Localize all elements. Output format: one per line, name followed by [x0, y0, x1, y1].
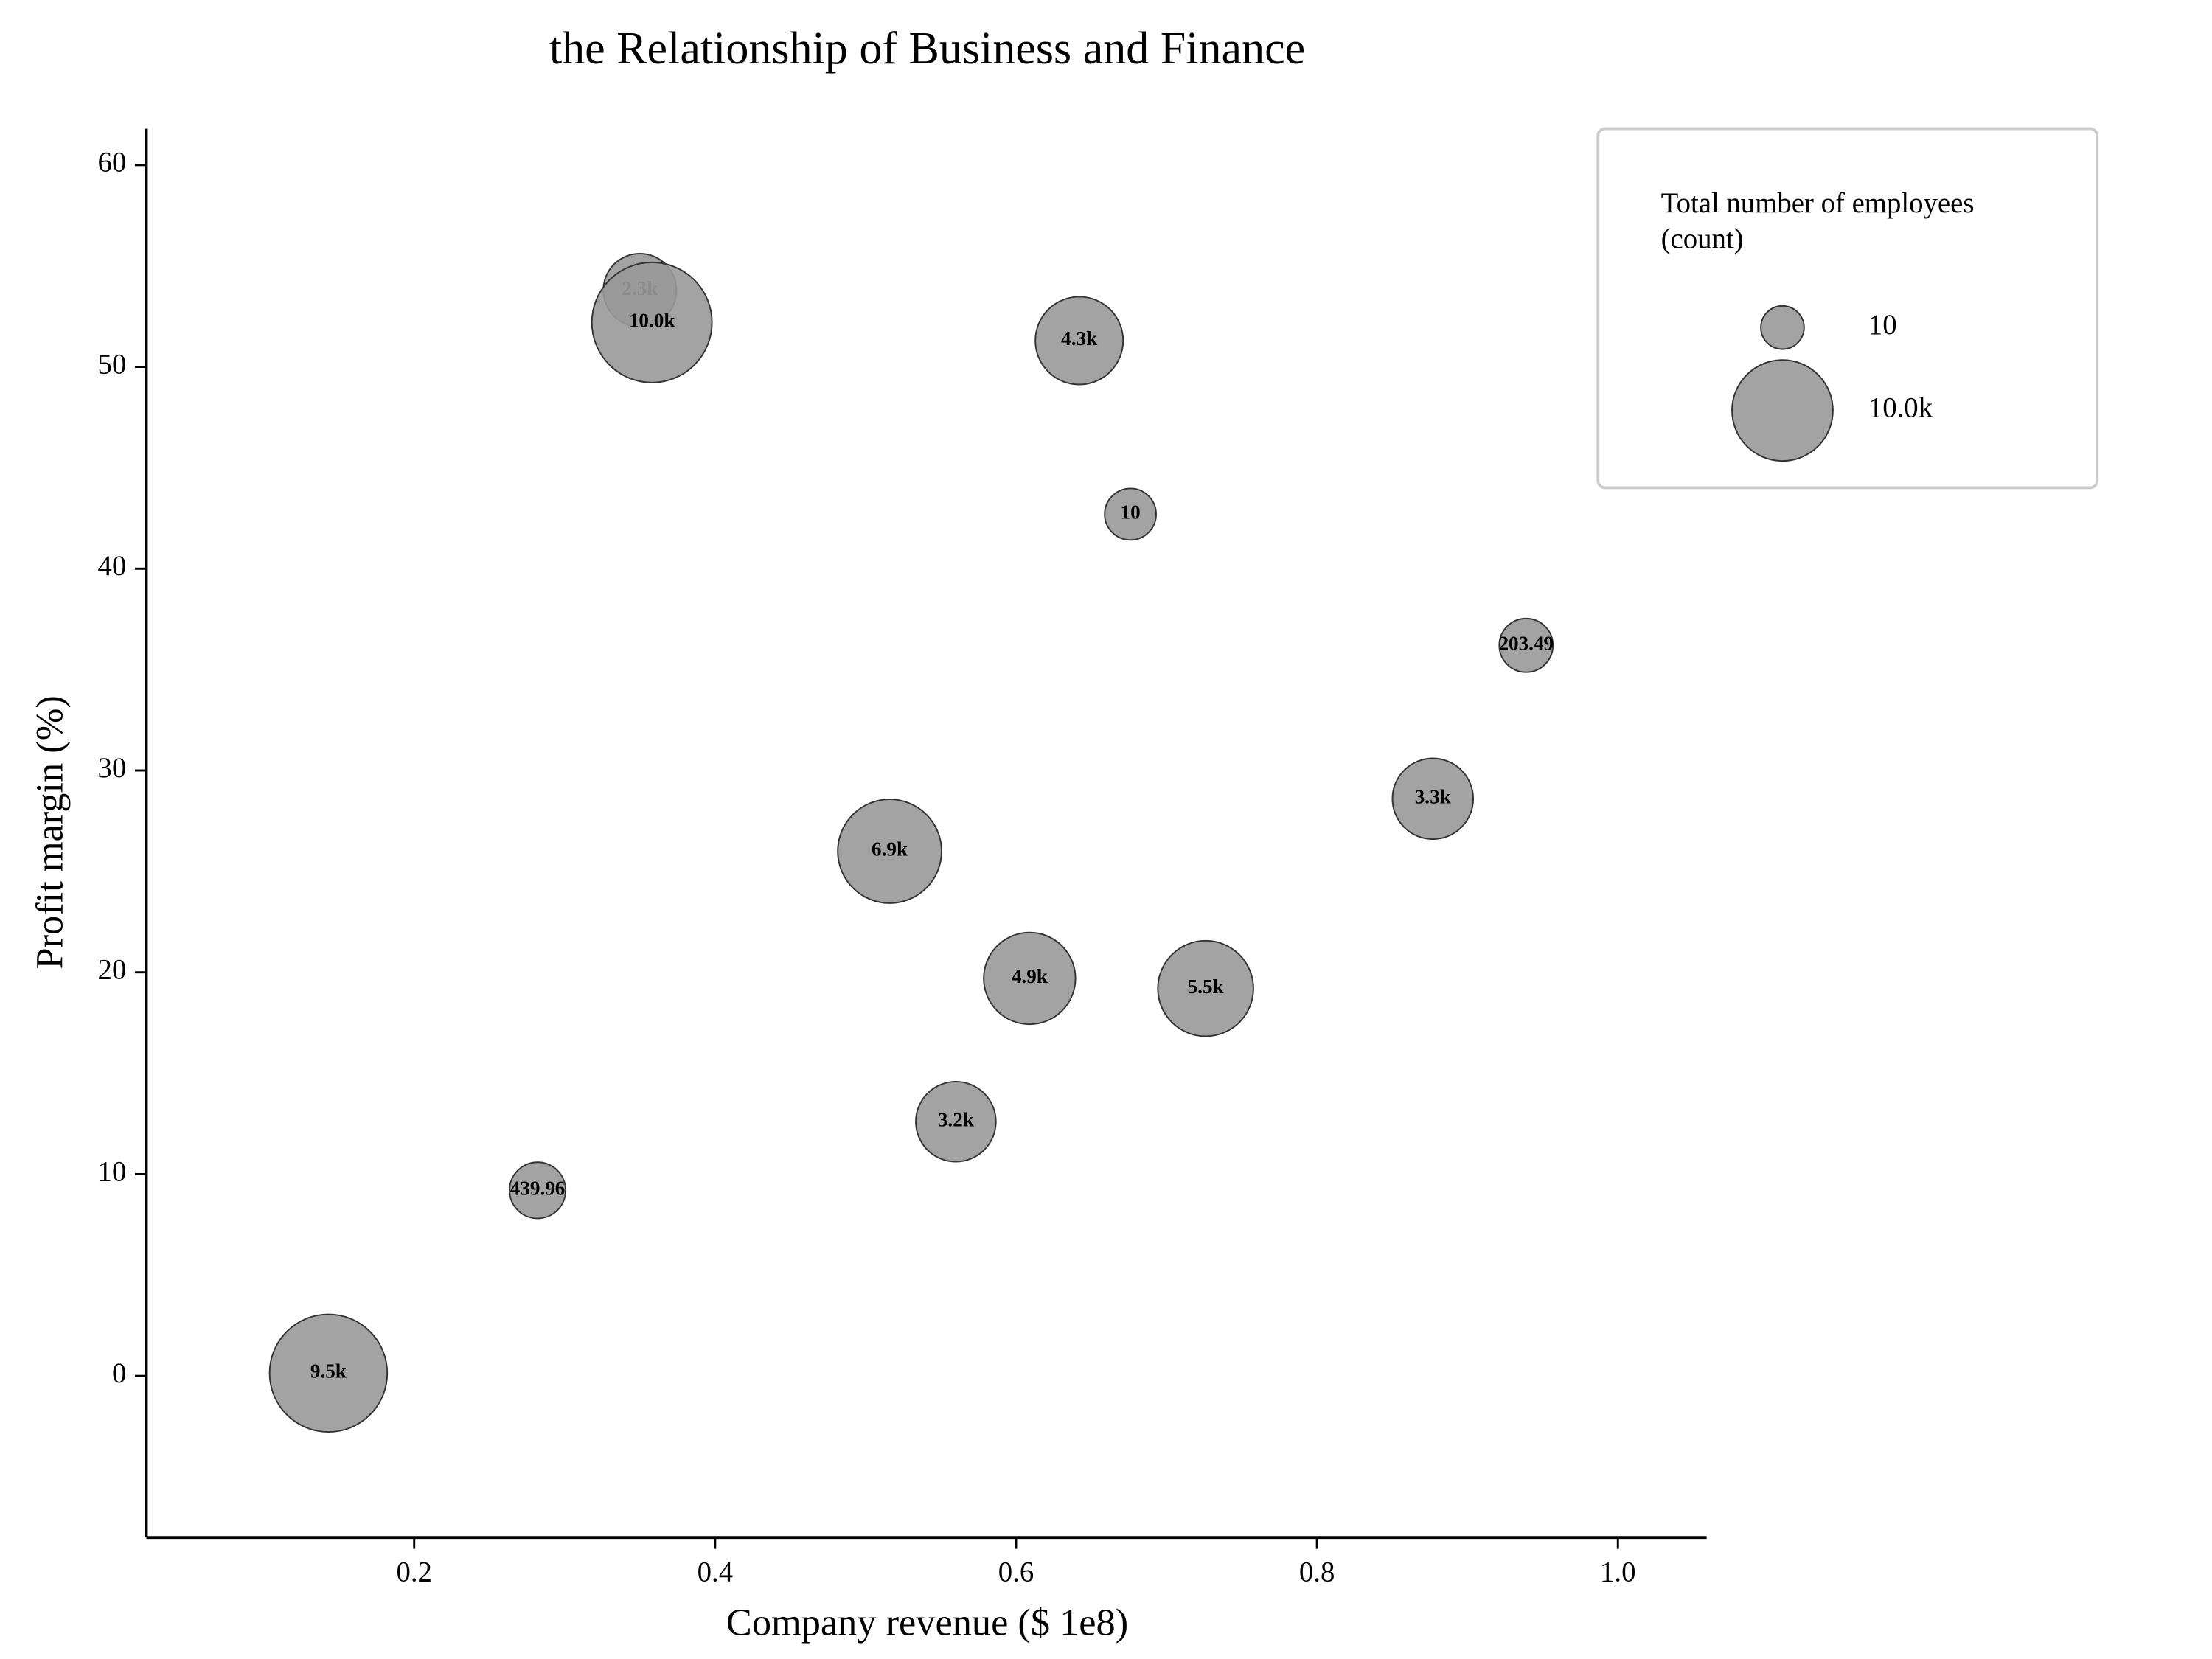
data-label: 3.2k [938, 1109, 975, 1131]
legend-marker [1760, 305, 1805, 350]
legend-title: Total number of employees [1661, 187, 1975, 219]
legend-title: (count) [1661, 223, 1744, 255]
data-label: 9.5k [310, 1360, 347, 1382]
bubble [1498, 617, 1554, 673]
data-label: 10 [1121, 501, 1141, 524]
bubble [915, 1080, 997, 1163]
y-tick-label: 20 [98, 954, 127, 986]
x-tick-label: 0.4 [698, 1556, 733, 1587]
chart-title: the Relationship of Business and Finance [549, 24, 1305, 74]
x-tick-label: 0.8 [1299, 1556, 1335, 1587]
legend-label: 10.0k [1868, 392, 1933, 424]
x-tick-label: 0.6 [998, 1556, 1034, 1587]
y-tick-label: 0 [112, 1357, 126, 1389]
data-label: 3.3k [1415, 786, 1452, 808]
data-label: 439.96 [510, 1178, 566, 1200]
y-tick-label: 10 [98, 1155, 127, 1187]
y-tick-label: 40 [98, 550, 127, 582]
legend-marker [1731, 359, 1834, 462]
data-label: 5.5k [1188, 975, 1225, 998]
bubble [508, 1161, 567, 1220]
legend-label: 10 [1868, 309, 1897, 341]
bubble [837, 799, 942, 904]
x-tick-label: 1.0 [1600, 1556, 1635, 1587]
data-label: 203.49 [1498, 633, 1554, 655]
bubble [1391, 757, 1475, 841]
y-tick-label: 30 [98, 752, 127, 784]
x-tick-label: 0.2 [396, 1556, 431, 1587]
bubble [268, 1313, 389, 1433]
bubble [1104, 487, 1157, 541]
data-label: 10.0k [629, 310, 675, 332]
y-axis-title: Profit margin (%) [28, 695, 71, 969]
legend-box [1596, 127, 2099, 490]
y-tick-label: 60 [98, 147, 127, 178]
data-label: 4.9k [1012, 965, 1048, 987]
bubble [591, 261, 713, 383]
y-tick-label: 50 [98, 348, 127, 380]
data-label: 4.3k [1061, 327, 1098, 349]
bubble [983, 931, 1077, 1026]
x-axis-title: Company revenue ($ 1e8) [726, 1601, 1128, 1644]
bubble [1034, 296, 1124, 386]
bubble [1157, 939, 1254, 1037]
data-label: 6.9k [872, 838, 908, 860]
